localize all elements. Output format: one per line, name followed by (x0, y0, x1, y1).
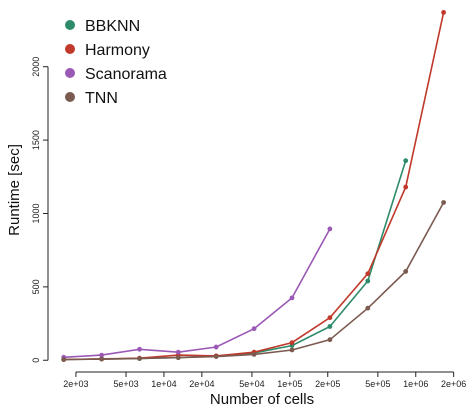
y-axis-title: Runtime [sec] (6, 144, 23, 236)
x-tick-label: 2e+05 (315, 379, 340, 389)
data-point-bbknn (365, 278, 371, 284)
x-tick-label: 1e+06 (403, 379, 428, 389)
x-tick-label: 5e+03 (113, 379, 138, 389)
data-point-tnn (137, 356, 142, 361)
data-point-tnn (213, 354, 219, 359)
legend-label-scanorama: Scanorama (85, 66, 167, 83)
legend: BBKNN Harmony Scanorama TNN (65, 18, 167, 107)
data-point-tnn (327, 337, 333, 343)
series-tnn (61, 200, 446, 362)
y-axis-ticks: 0 500 1000 1500 2000 (31, 57, 48, 363)
data-point-tnn (365, 305, 371, 311)
data-point-harmony (403, 184, 409, 190)
data-point-scanorama (213, 344, 219, 350)
data-point-harmony (365, 271, 371, 277)
data-point-tnn (61, 357, 67, 362)
y-tick-label: 0 (31, 358, 41, 363)
y-tick-label: 2000 (31, 57, 41, 77)
x-axis-title: Number of cells (210, 391, 314, 408)
legend-label-bbknn: BBKNN (85, 18, 140, 35)
x-tick-label: 1e+04 (151, 379, 176, 389)
legend-marker-harmony (65, 44, 75, 54)
x-tick-label: 2e+04 (189, 379, 214, 389)
data-point-scanorama (327, 226, 333, 232)
data-point-tnn (99, 356, 105, 362)
data-point-scanorama (99, 352, 105, 358)
y-tick-label: 500 (31, 279, 41, 294)
data-point-scanorama (289, 295, 295, 301)
data-point-bbknn (403, 158, 409, 164)
legend-label-tnn: TNN (85, 90, 118, 107)
y-tick-label: 1000 (31, 203, 41, 223)
data-point-tnn (289, 347, 295, 353)
data-point-harmony (327, 315, 333, 321)
legend-marker-scanorama (65, 68, 75, 78)
data-point-scanorama (175, 349, 181, 355)
legend-marker-bbknn (65, 20, 75, 30)
x-tick-label: 5e+05 (365, 379, 390, 389)
data-point-tnn (251, 351, 257, 357)
data-point-tnn (441, 200, 446, 205)
x-axis-ticks: 2e+03 5e+03 1e+04 2e+04 5e+04 1e+05 2e+05 5e+05… (63, 372, 466, 389)
x-tick-label: 5e+04 (239, 379, 264, 389)
series-layer (61, 10, 446, 362)
x-tick-label: 1e+05 (277, 379, 302, 389)
data-point-bbknn (327, 324, 333, 329)
data-point-tnn (175, 355, 181, 361)
data-point-tnn (403, 269, 409, 274)
data-point-scanorama (137, 346, 142, 352)
x-tick-label: 2e+06 (441, 379, 466, 389)
series-line-scanorama (63, 228, 331, 359)
x-tick-label: 2e+03 (63, 379, 88, 389)
legend-label-harmony: Harmony (85, 42, 150, 59)
data-point-harmony (441, 10, 446, 15)
data-point-harmony (289, 340, 295, 346)
data-point-scanorama (251, 326, 257, 332)
legend-marker-tnn (65, 92, 75, 102)
y-tick-label: 1500 (31, 130, 41, 150)
